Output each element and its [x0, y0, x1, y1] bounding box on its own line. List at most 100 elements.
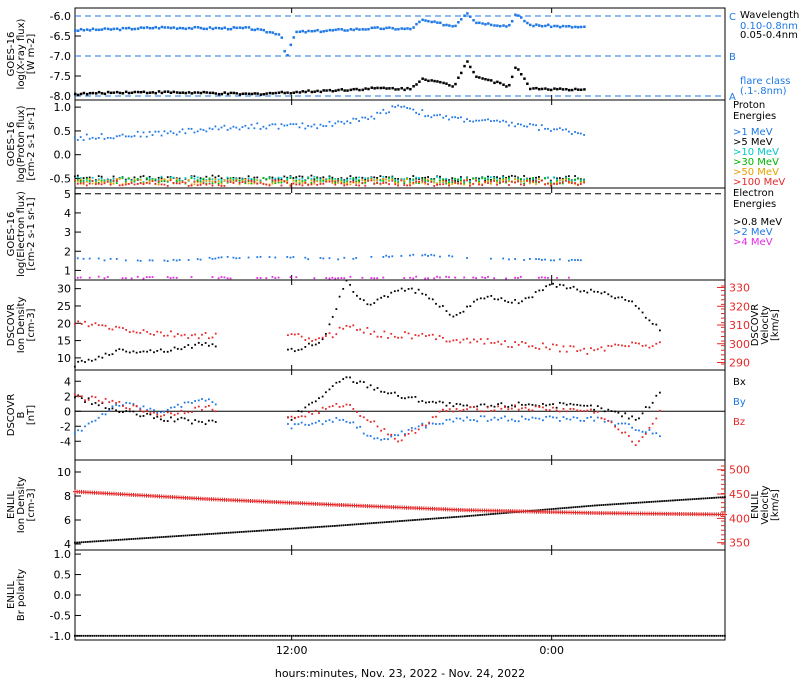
data-point: [570, 88, 574, 92]
data-point: [609, 634, 611, 637]
data-point: [383, 295, 386, 297]
data-point: [469, 181, 471, 184]
data-point: [115, 27, 119, 30]
data-point: [477, 634, 479, 637]
data-point: [628, 634, 631, 637]
data-point: [534, 404, 537, 407]
data-point: [274, 277, 277, 279]
data-point: [157, 27, 161, 30]
data-point: [199, 26, 203, 30]
data-point: [502, 180, 505, 183]
data-point: [265, 183, 268, 186]
data-point: [143, 634, 146, 637]
data-point: [328, 180, 331, 183]
data-point: [412, 277, 415, 280]
data-point: [298, 30, 302, 34]
data-point: [414, 334, 417, 336]
data-point: [128, 331, 131, 333]
data-point: [314, 421, 317, 424]
data-point: [77, 320, 80, 323]
data-point: [147, 537, 150, 539]
data-point: [304, 423, 307, 426]
data-point: [466, 416, 468, 419]
data-point: [259, 255, 262, 258]
data-point: [355, 178, 358, 181]
data-point: [565, 410, 568, 413]
data-point: [641, 634, 644, 637]
data-point: [656, 500, 659, 503]
data-point: [466, 404, 468, 407]
data-point: [253, 530, 256, 532]
data-point: [403, 88, 406, 92]
data-point: [290, 418, 293, 421]
data-point: [481, 634, 484, 637]
data-point: [641, 311, 644, 314]
data-point: [706, 634, 709, 637]
data-point: [159, 415, 162, 418]
data-point: [583, 181, 585, 184]
data-point: [310, 181, 313, 184]
data-point: [574, 634, 577, 637]
data-point: [404, 331, 406, 334]
data-point: [487, 182, 489, 184]
data-point: [517, 408, 520, 411]
data-point: [403, 27, 406, 31]
data-point: [410, 427, 413, 429]
data-point: [499, 24, 502, 28]
data-point: [463, 181, 466, 183]
data-point: [579, 180, 582, 183]
data-point: [269, 634, 271, 637]
data-point: [280, 177, 283, 179]
data-point: [286, 179, 289, 182]
data-point: [490, 182, 492, 185]
data-point: [104, 539, 107, 542]
data-point: [190, 92, 194, 95]
data-point: [578, 505, 581, 508]
data-point: [349, 183, 352, 186]
data-point: [507, 406, 510, 408]
data-point: [74, 323, 76, 326]
data-point: [265, 92, 268, 95]
data-point: [220, 256, 223, 259]
data-point: [529, 182, 531, 185]
data-point: [637, 501, 640, 504]
data-point: [607, 408, 610, 411]
data-point: [442, 23, 445, 27]
data-point: [133, 90, 137, 94]
data-point: [289, 183, 292, 186]
data-point: [88, 91, 92, 95]
data-point: [111, 407, 114, 410]
series-enlil_density-1: [73, 489, 727, 517]
data-point: [507, 408, 510, 411]
data-point: [106, 539, 109, 542]
data-point: [576, 350, 579, 353]
data-point: [586, 417, 589, 419]
data-point: [510, 121, 513, 124]
data-point: [136, 259, 139, 262]
data-point: [361, 116, 364, 119]
data-point: [439, 175, 441, 178]
data-point: [385, 176, 388, 178]
data-point: [373, 302, 376, 304]
data-point: [175, 276, 178, 279]
data-point: [624, 298, 627, 301]
data-point: [94, 396, 97, 399]
data-point: [519, 183, 522, 186]
data-point: [304, 181, 307, 183]
data-point: [220, 182, 223, 185]
data-point: [526, 125, 528, 128]
data-point: [532, 177, 535, 179]
data-point: [91, 27, 95, 31]
data-point: [157, 176, 160, 179]
data-point: [439, 255, 441, 258]
data-point: [418, 518, 421, 521]
data-point: [439, 113, 441, 116]
data-point: [97, 28, 101, 32]
data-point: [561, 178, 564, 181]
data-point: [472, 276, 475, 279]
data-point: [121, 538, 124, 541]
data-point: [352, 28, 355, 32]
data-point: [135, 331, 138, 334]
data-point: [304, 127, 307, 130]
data-point: [672, 499, 674, 502]
